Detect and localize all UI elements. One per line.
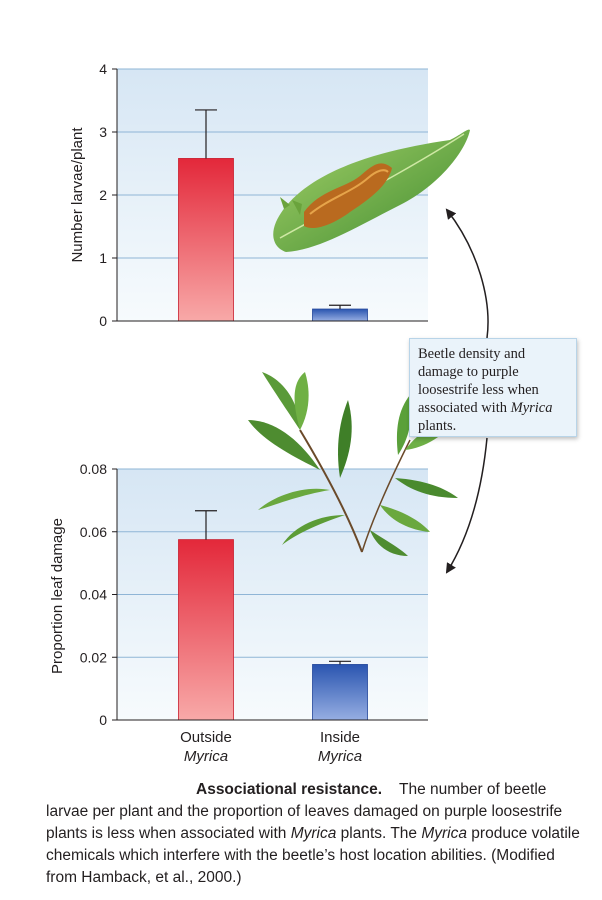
error-bars <box>195 510 351 665</box>
caption-body-2: plants. The <box>336 825 422 842</box>
y-tick-label: 0.06 <box>80 524 107 540</box>
category-label-inside: Inside <box>320 729 360 746</box>
figure-caption: Associational resistance. The number of … <box>46 779 586 889</box>
y-tick-label: 3 <box>99 124 107 140</box>
y-tick-label: 4 <box>99 61 107 77</box>
bars <box>178 539 368 721</box>
callout-italic: Myrica <box>510 400 553 416</box>
y-axis-label: Number larvae/plant <box>69 127 86 263</box>
caption-title: Associational resistance. <box>196 781 383 798</box>
y-tick-label: 2 <box>99 187 107 203</box>
callout-box: Beetle density and damage to purple loos… <box>409 338 577 437</box>
caption-italic-1: Myrica <box>290 825 337 842</box>
myrica-plant-illustration <box>248 372 458 556</box>
error-bars <box>195 109 351 310</box>
category-label-outside: Outside <box>180 729 232 746</box>
y-tick-label: 0.04 <box>80 587 107 603</box>
y-ticks: 0 1 2 3 4 <box>99 61 117 329</box>
caterpillar-on-leaf-illustration <box>273 129 470 252</box>
category-label-outside-italic: Myrica <box>184 748 228 765</box>
y-axis-label: Proportion leaf damage <box>49 518 66 674</box>
bar-outside <box>178 158 234 322</box>
double-arrow <box>447 210 489 572</box>
bar-outside <box>178 539 234 721</box>
y-tick-label: 0.08 <box>80 461 107 477</box>
category-labels: Outside Myrica Inside Myrica <box>180 729 362 765</box>
y-tick-label: 1 <box>99 250 107 266</box>
caption-body-3: produce volatile chemicals which interfe… <box>46 825 580 886</box>
bar-inside <box>312 308 368 322</box>
caption-italic-2: Myrica <box>421 825 467 842</box>
chart-leaf-damage: 0 0.02 0.04 0.06 0.08 Proportion leaf damage <box>49 461 428 728</box>
grid-lines <box>117 68 428 259</box>
caption-body-1: The number of beetle larvae per plant an… <box>46 781 563 842</box>
category-label-inside-italic: Myrica <box>318 748 362 765</box>
callout-tail: plants. <box>418 418 457 434</box>
y-ticks: 0 0.02 0.04 0.06 0.08 <box>80 461 117 728</box>
y-tick-label: 0.02 <box>80 649 107 665</box>
grid-lines <box>117 468 428 658</box>
y-tick-label: 0 <box>99 313 107 329</box>
bar-inside <box>312 664 368 721</box>
y-tick-label: 0 <box>99 712 107 728</box>
callout-text: Beetle density and damage to purple loos… <box>418 346 539 416</box>
